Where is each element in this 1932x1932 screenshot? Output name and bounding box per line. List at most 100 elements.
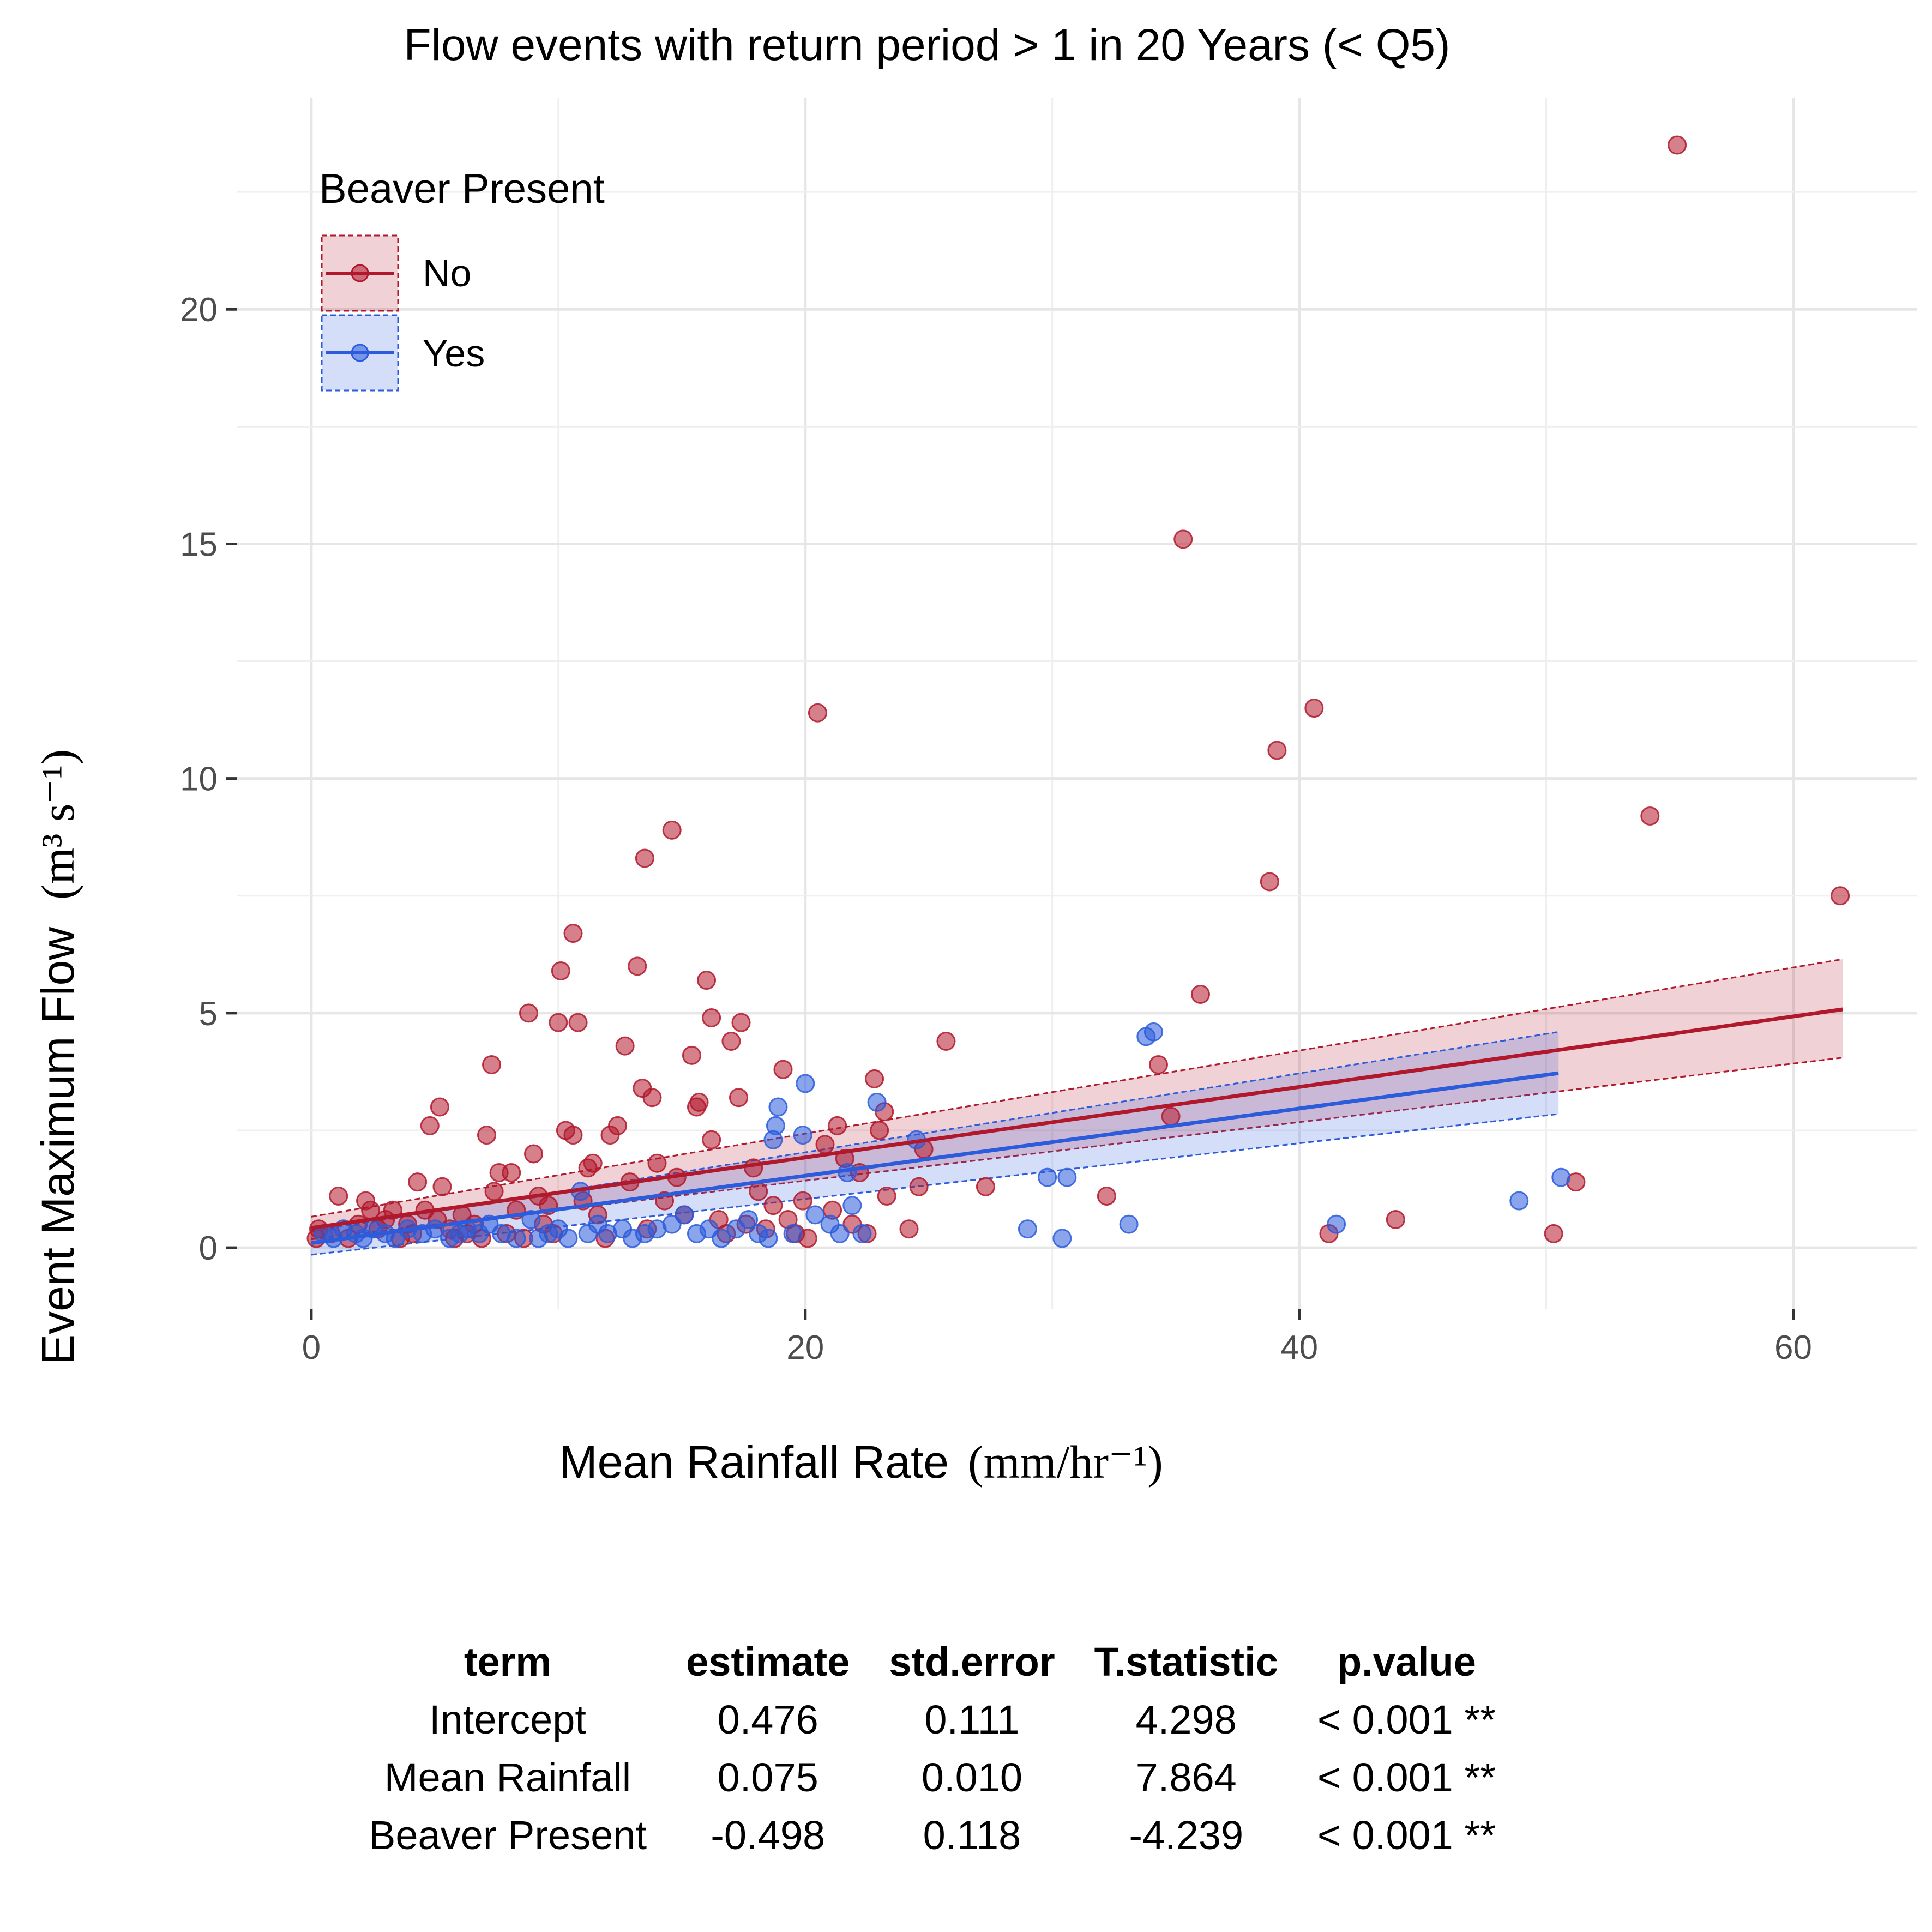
data-point [731,1013,751,1032]
data-point [793,1126,812,1145]
table-row: Mean Rainfall 0.075 0.010 7.864 < 0.001 … [349,1749,1515,1807]
data-point [608,1116,628,1135]
data-point [482,1055,502,1075]
y-tick-label: 15 [180,526,218,563]
data-point [583,1153,603,1173]
table-cell: 0.075 [717,1755,818,1800]
table-cell: 4.298 [1135,1697,1237,1742]
data-point [507,1229,526,1248]
data-point [828,1116,847,1135]
legend: Beaver Present No Yes [319,166,605,392]
data-point [1831,886,1850,906]
data-point [865,1069,884,1088]
data-point [477,1126,496,1145]
table-row: Beaver Present -0.498 0.118 -4.239 < 0.0… [349,1807,1515,1864]
data-point [642,1088,662,1108]
data-point [766,1116,785,1135]
legend-key-no [321,234,399,312]
table-cell: Beaver Present [369,1813,647,1858]
data-point [808,703,827,723]
data-point [1668,135,1687,155]
data-point [867,1092,887,1112]
data-point [712,1229,731,1248]
table-cell: < 0.001 ** [1317,1813,1496,1858]
data-point [796,1074,815,1093]
data-point [697,971,717,990]
y-tick-label: 5 [199,995,218,1033]
data-point [702,1130,721,1149]
data-point [842,1196,862,1215]
x-tick-label: 0 [302,1329,321,1367]
data-point [502,1163,521,1182]
data-point [739,1210,759,1230]
regression-line [311,1071,1559,1245]
data-point [1551,1167,1571,1187]
data-point [744,1158,763,1178]
table-header-row: term estimate std.error T.statistic p.va… [349,1633,1515,1691]
table-header: T.statistic [1094,1639,1278,1684]
table-cell: 0.118 [923,1813,1021,1858]
table-cell: -0.498 [711,1813,826,1858]
x-axis-title: Mean Rainfall Rate [559,1436,949,1488]
data-point [815,1135,835,1154]
data-point [1544,1224,1563,1243]
data-point [783,1224,803,1243]
data-point [549,1013,568,1032]
x-axis-unit: (mm/hr⁻¹) [968,1436,1163,1488]
data-point [1173,529,1193,549]
data-point [1143,1022,1163,1042]
data-point [329,1186,348,1206]
data-point [563,1126,583,1145]
data-point [1057,1167,1077,1187]
table-header: term [464,1639,552,1684]
data-point [702,1008,721,1028]
data-point [749,1182,768,1201]
data-point [877,1186,896,1206]
data-point [1386,1210,1405,1230]
data-point [899,1219,919,1239]
data-point [662,820,682,840]
data-point [628,956,647,976]
data-point [1327,1214,1346,1234]
regression-table: term estimate std.error T.statistic p.va… [349,1633,1515,1864]
data-point [551,961,570,980]
data-point [729,1088,748,1108]
data-point [768,1097,788,1117]
data-point [675,1205,694,1225]
table-cell: 0.476 [717,1697,818,1742]
data-point [1038,1167,1057,1187]
data-point [1640,806,1660,826]
table-cell: Mean Rainfall [384,1755,631,1800]
data-point [1148,1055,1168,1075]
data-point [721,1032,741,1051]
data-point [1018,1219,1037,1239]
axis-ticks: 0 20 40 60 0 5 10 15 20 [180,291,1812,1367]
data-point [432,1177,452,1196]
data-point [519,1003,538,1023]
x-tick-label: 20 [786,1329,824,1367]
y-axis-title: Event Maximum Flow [32,927,83,1365]
table-cell: -4.239 [1129,1813,1244,1858]
data-point [615,1036,635,1056]
data-point [1260,872,1279,892]
table-row: Intercept 0.476 0.111 4.298 < 0.001 ** [349,1691,1515,1749]
chart-title: Flow events with return period > 1 in 20… [404,20,1450,70]
data-point [1119,1214,1139,1234]
legend-title: Beaver Present [319,166,605,212]
legend-label-yes: Yes [423,332,485,375]
table-cell: 0.111 [924,1697,1020,1742]
x-tick-label: 40 [1280,1329,1318,1367]
regression-lines [311,1007,1843,1245]
data-point [1190,984,1210,1004]
data-point [408,1172,428,1192]
table-cell: Intercept [429,1697,586,1742]
y-tick-label: 10 [180,761,218,798]
legend-label-no: No [423,252,471,294]
data-point [563,924,583,943]
data-point [830,1224,850,1243]
legend-key-yes [321,314,399,392]
data-point [558,1229,578,1248]
data-point [635,848,654,868]
data-point [1161,1106,1181,1126]
